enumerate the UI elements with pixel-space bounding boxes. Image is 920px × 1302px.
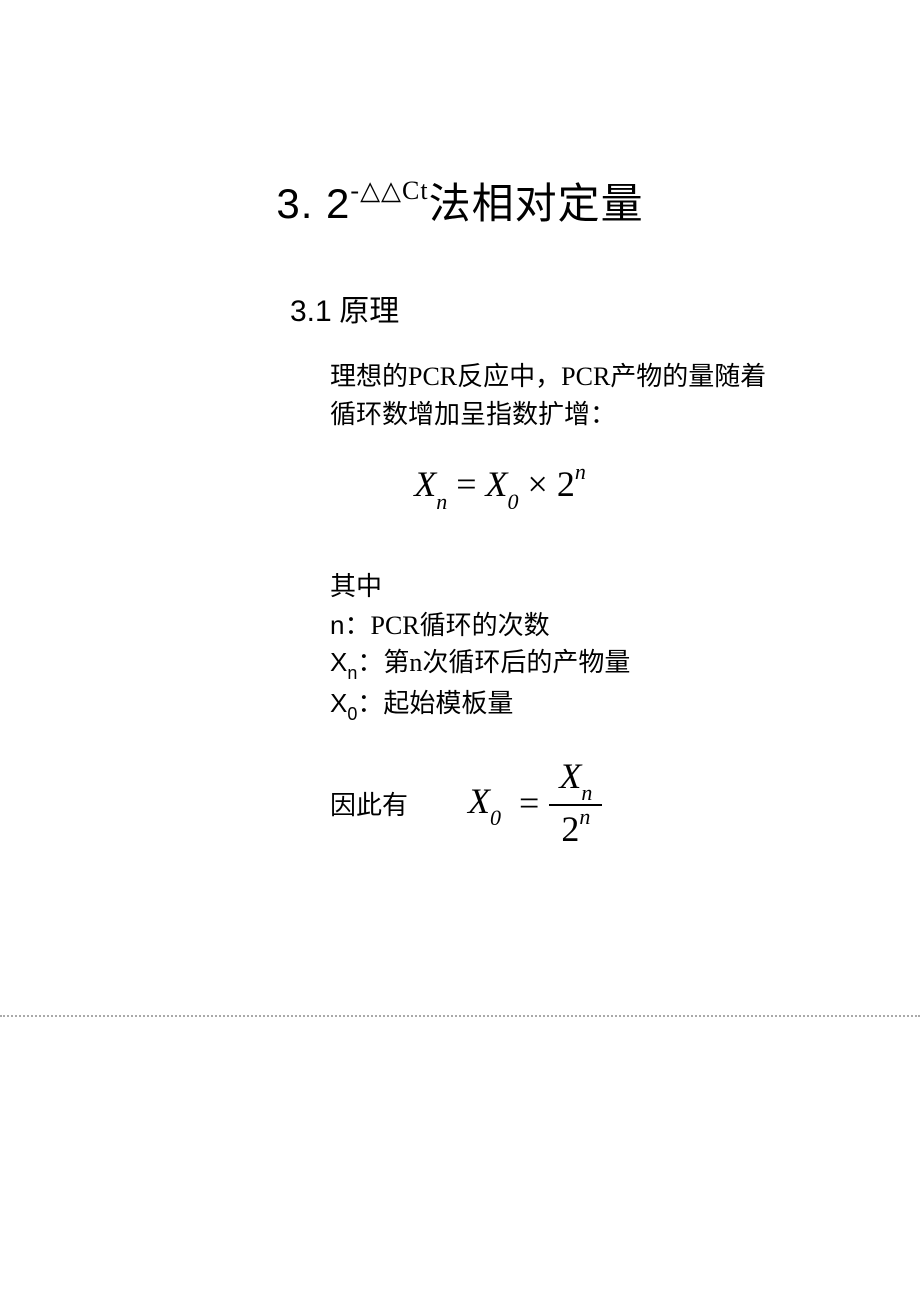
f2-den-sup: n [579, 804, 590, 829]
f1-r2-sup: n [575, 459, 586, 484]
f1-r2-base: 2 [557, 464, 575, 504]
para1-line2: 循环数增加呈指数扩增： [330, 396, 840, 434]
f1-lhs-sub: n [436, 489, 447, 514]
def-x0: X0：起始模板量 [330, 685, 840, 725]
formula-exponential-growth: Xn = X0 × 2n [160, 463, 840, 510]
def-xn: Xn：第n次循环后的产物量 [330, 644, 840, 684]
def-x0-colon: ： [357, 689, 383, 718]
where-label: 其中 [330, 566, 840, 603]
def-xn-text: 第n次循环后的产物量 [383, 648, 630, 677]
section-number: 3.1 [290, 295, 332, 328]
def-n-var: n [330, 610, 344, 640]
f2-num-sub: n [581, 780, 592, 805]
f2-num-var: X [559, 756, 581, 796]
def-n-colon: ： [344, 611, 370, 640]
title-prefix: 3. 2 [276, 180, 350, 227]
def-xn-var: X [330, 647, 347, 677]
paragraph-1: 理想的PCR反应中，PCR产物的量随着 循环数增加呈指数扩增： [330, 358, 840, 433]
therefore-row: 因此有 X0 = Xn 2n [330, 753, 840, 854]
def-x0-var: X [330, 688, 347, 718]
f2-lhs-sub: 0 [490, 805, 501, 830]
def-xn-colon: ： [357, 648, 383, 677]
def-xn-sub: n [347, 663, 357, 683]
page-divider [0, 1015, 920, 1017]
def-x0-text: 起始模板量 [383, 689, 513, 718]
f2-eq: = [519, 782, 539, 824]
def-x0-sub: 0 [347, 704, 357, 724]
f2-fraction: Xn 2n [549, 753, 602, 854]
f1-r1-var: X [486, 464, 508, 504]
f2-den-base: 2 [561, 809, 579, 849]
def-n: n：PCR循环的次数 [330, 607, 840, 645]
formula-x0: X0 = Xn 2n [468, 753, 602, 854]
section-title: 原理 [339, 295, 399, 328]
para1-line1: 理想的PCR反应中，PCR产物的量随着 [330, 358, 840, 396]
f1-r1-sub: 0 [508, 489, 519, 514]
f1-eq: = [447, 464, 485, 504]
therefore-label: 因此有 [330, 785, 408, 822]
f1-lhs-var: X [414, 464, 436, 504]
title-superscript: -△△Ct [350, 176, 428, 205]
f2-lhs-var: X [468, 781, 490, 821]
page-content: 3. 2-△△Ct法相对定量 3.1 原理 理想的PCR反应中，PCR产物的量随… [0, 0, 920, 854]
page-title: 3. 2-△△Ct法相对定量 [80, 170, 840, 231]
def-n-text: PCR循环的次数 [370, 611, 549, 640]
section-heading: 3.1 原理 [290, 286, 840, 330]
title-suffix: 法相对定量 [429, 182, 644, 228]
f1-times: × [519, 464, 557, 504]
